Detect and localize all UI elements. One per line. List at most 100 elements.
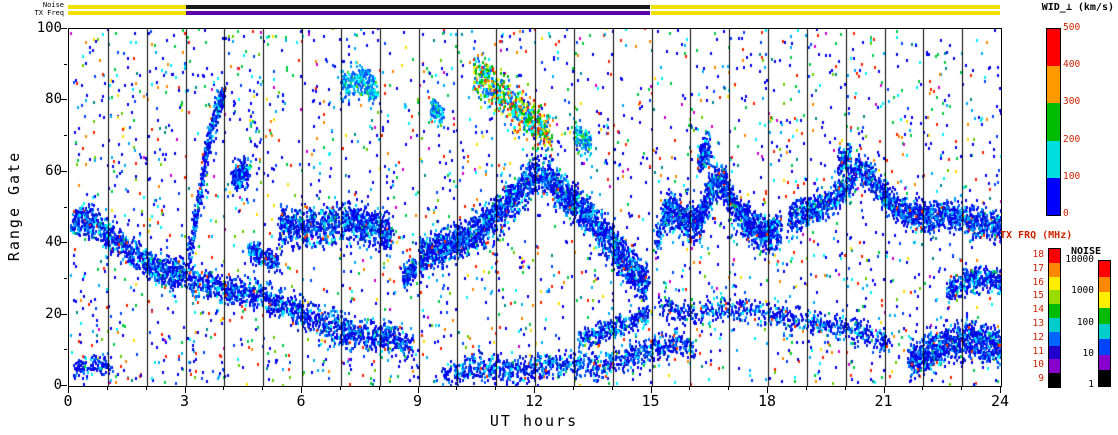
strip-segment [68, 5, 187, 9]
colorbar-tick-label: 100 [1076, 316, 1094, 328]
x-tick-label: 0 [63, 392, 73, 410]
txfrq-colorbar-title: TX FRQ (MHz) [1000, 230, 1073, 241]
colorbar-tick-label: 12 [1032, 331, 1044, 343]
x-minor-tick [612, 387, 613, 390]
x-tick-label: 15 [641, 392, 660, 410]
colorbar-tick-label: 17 [1032, 262, 1044, 274]
x-tick-label: 12 [524, 392, 544, 410]
colorbar-tick-label: 1 [1088, 379, 1094, 390]
y-minor-tick [64, 349, 67, 350]
y-major-tick [61, 99, 67, 100]
colorbar-tick-label: 300 [1063, 96, 1081, 108]
x-tick-label: 21 [874, 392, 893, 410]
x-tick-label: 18 [757, 392, 777, 410]
noise-status-strip [68, 5, 1000, 9]
colorbar-segment [1047, 140, 1060, 178]
colorbar-tick-label: 18 [1032, 248, 1044, 260]
colorbar-tick-label: 13 [1032, 317, 1044, 329]
x-axis-title: UT hours [489, 412, 579, 430]
y-major-tick [61, 314, 67, 315]
x-minor-tick [573, 387, 574, 390]
colorbar-segment [1049, 262, 1060, 277]
noise-strip-label: Noise [42, 1, 64, 9]
txfreq-status-strip [68, 11, 1000, 15]
y-axis-title: Range Gate [5, 150, 23, 262]
colorbar-segment [1099, 276, 1110, 293]
strip-segment [650, 11, 1000, 15]
x-minor-tick [689, 387, 690, 390]
x-tick-label: 6 [296, 392, 306, 410]
y-minor-tick [64, 135, 67, 136]
x-major-tick [68, 387, 69, 393]
x-major-tick [767, 387, 768, 393]
strip-segment [186, 11, 651, 15]
colorbar-tick-label: 14 [1032, 304, 1044, 316]
colorbar-segment [1049, 359, 1060, 374]
x-minor-tick [456, 387, 457, 390]
colorbar-tick-label: 15 [1032, 290, 1044, 302]
x-minor-tick [262, 387, 263, 390]
y-tick-label: 20 [45, 305, 62, 322]
colorbar-segment [1049, 304, 1060, 318]
x-minor-tick [495, 387, 496, 390]
x-major-tick [418, 387, 419, 393]
colorbar-segment [1099, 339, 1110, 355]
colorbar-segment [1099, 323, 1110, 340]
x-minor-tick [107, 387, 108, 390]
colorbar-segment [1049, 249, 1060, 263]
x-minor-tick [961, 387, 962, 390]
y-tick-label: 40 [45, 234, 62, 251]
colorbar-tick-label: 10000 [1065, 254, 1094, 265]
colorbar-segment [1049, 290, 1060, 305]
x-minor-tick [146, 387, 147, 390]
colorbar-segment [1047, 177, 1060, 215]
colorbar-segment [1049, 331, 1060, 346]
colorbar-segment [1099, 354, 1110, 371]
x-major-tick [185, 387, 186, 393]
colorbar-tick-label: 9 [1038, 373, 1044, 385]
colorbar-segment [1099, 370, 1110, 386]
x-minor-tick [845, 387, 846, 390]
x-major-tick [884, 387, 885, 393]
y-major-tick [61, 28, 67, 29]
colorbar-segment [1099, 261, 1110, 277]
y-minor-tick [64, 64, 67, 65]
x-tick-label: 24 [990, 392, 1010, 410]
colorbar-segment [1099, 307, 1110, 324]
colorbar-segment [1047, 66, 1060, 104]
colorbar-tick-label: 400 [1063, 59, 1081, 71]
y-minor-tick [64, 207, 67, 208]
x-minor-tick [223, 387, 224, 390]
colorbar-tick-label: 11 [1032, 345, 1044, 357]
colorbar-segment [1047, 103, 1060, 141]
x-minor-tick [806, 387, 807, 390]
colorbar-segment [1049, 345, 1060, 360]
colorbar-segment [1049, 276, 1060, 291]
x-minor-tick [728, 387, 729, 390]
txfreq-strip-label: TX Freq [34, 9, 64, 17]
colorbar-segment [1047, 29, 1060, 67]
strip-segment [68, 11, 187, 15]
colorbar-tick-label: 1000 [1071, 285, 1094, 297]
colorbar-tick-label: 16 [1032, 276, 1044, 288]
y-major-tick [61, 385, 67, 386]
x-major-tick [534, 387, 535, 393]
y-minor-tick [64, 278, 67, 279]
colorbar-tick-label: 0 [1063, 208, 1069, 219]
x-tick-label: 3 [179, 392, 190, 410]
colorbar-tick-label: 100 [1063, 170, 1081, 182]
strip-segment [186, 5, 651, 9]
y-major-tick [61, 242, 67, 243]
plot-area [68, 28, 1002, 387]
txfrq-colorbar [1048, 248, 1061, 388]
noise-colorbar-title: NOISE [1070, 246, 1102, 257]
x-minor-tick [379, 387, 380, 390]
x-tick-label: 9 [412, 392, 423, 410]
colorbar-tick-label: 500 [1063, 22, 1081, 33]
x-major-tick [651, 387, 652, 393]
x-major-tick [301, 387, 302, 393]
y-tick-label: 0 [53, 377, 62, 393]
colorbar-tick-label: 10 [1032, 359, 1044, 371]
colorbar-segment [1099, 292, 1110, 308]
